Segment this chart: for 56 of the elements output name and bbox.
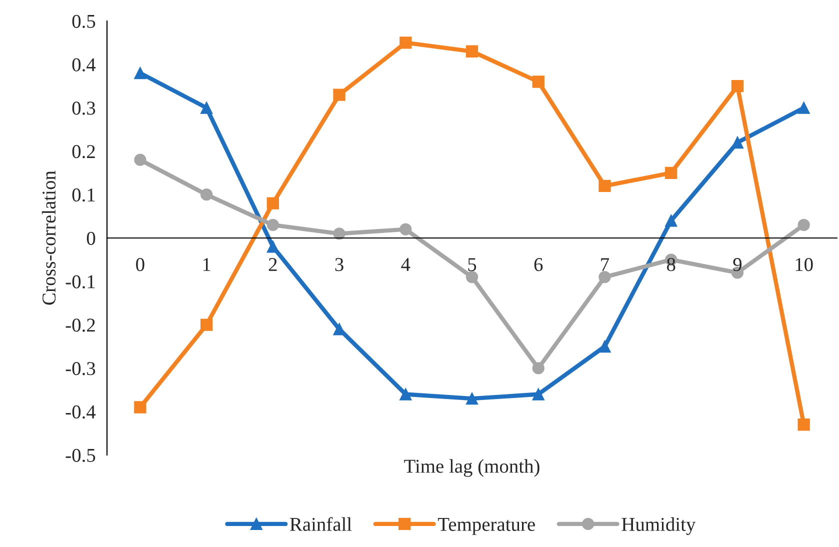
point [333, 88, 346, 101]
point [665, 166, 678, 179]
legend-label: Rainfall [290, 517, 352, 531]
y-axis-title: Cross-correlation [42, 170, 56, 305]
point [798, 218, 810, 232]
point [532, 362, 544, 374]
point [798, 418, 810, 431]
legend-label: Humidity [622, 517, 696, 535]
x-axis-title: Time lag (month) [404, 459, 540, 477]
point [598, 270, 611, 284]
x-tick-label: 3 [335, 258, 344, 272]
x-tick-label: 5 [468, 258, 476, 272]
x-tick-label: 0 [136, 258, 144, 272]
x-tick-label: 2 [268, 258, 277, 271]
x-tick-label: 10 [796, 258, 813, 272]
point [200, 188, 213, 201]
point [598, 180, 611, 192]
x-tick-label: 4 [401, 258, 410, 271]
point [134, 401, 146, 414]
x-tick-label: 7 [601, 258, 610, 271]
y-tick-label: -0.1 [66, 275, 95, 288]
x-tick-label: 1 [203, 258, 210, 271]
point [266, 197, 279, 210]
point [134, 154, 146, 166]
y-tick-label: 0.1 [72, 188, 95, 202]
point [466, 270, 478, 284]
y-tick-label: -0.3 [66, 362, 96, 376]
point [400, 223, 412, 236]
x-tick-label: 9 [733, 258, 742, 272]
point [731, 80, 744, 92]
y-tick-label: 0.5 [72, 14, 96, 28]
point [798, 102, 810, 114]
point [731, 136, 744, 149]
y-tick-label: -0.2 [66, 318, 95, 332]
point [532, 76, 544, 88]
legend-label: Temperature [438, 518, 535, 535]
point [200, 318, 213, 331]
y-tick-label: -0.5 [66, 448, 96, 462]
point [266, 218, 279, 232]
point [598, 340, 611, 353]
x-tick-label: 6 [534, 258, 543, 272]
y-tick-label: 0.2 [72, 145, 95, 158]
point [665, 214, 678, 227]
y-tick-label: 0.3 [72, 102, 96, 115]
y-tick-label: 0 [86, 232, 96, 245]
point [134, 67, 146, 80]
point [333, 228, 346, 240]
point [400, 388, 412, 400]
point [400, 36, 412, 49]
y-tick-label: 0.4 [72, 58, 96, 72]
point [466, 392, 478, 405]
point [532, 388, 544, 400]
point [200, 102, 213, 114]
y-tick-label: -0.4 [66, 405, 96, 419]
point [466, 45, 478, 58]
point [266, 240, 279, 253]
